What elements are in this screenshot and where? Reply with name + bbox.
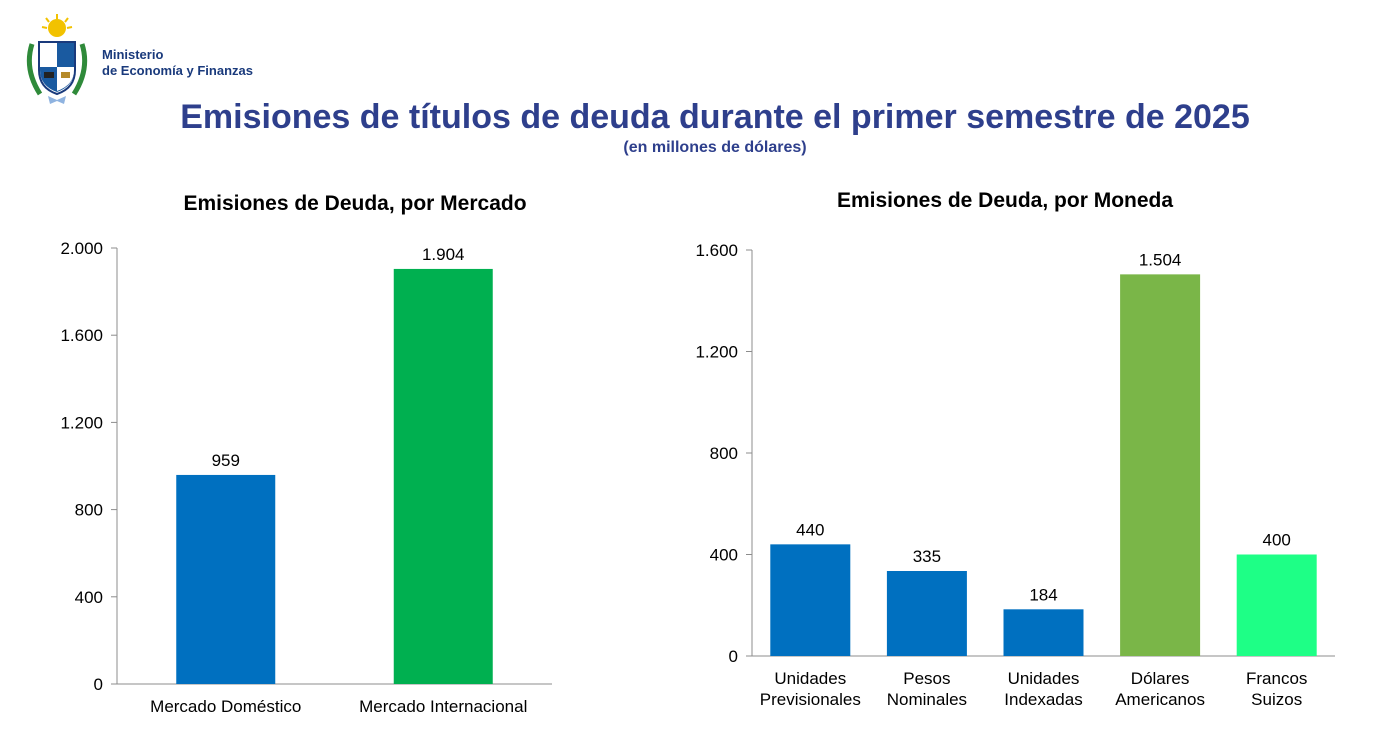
y-tick-label-mercado: 400 <box>75 588 103 607</box>
ministry-line-1: Ministerio <box>102 47 164 62</box>
y-tick-label-moneda: 400 <box>710 546 738 565</box>
bar-moneda <box>770 544 851 656</box>
category-label-line: Dólares <box>1131 669 1190 688</box>
category-label-line: Mercado Internacional <box>359 697 527 716</box>
category-label-line: Unidades <box>774 669 846 688</box>
y-tick-label-mercado: 2.000 <box>60 239 103 258</box>
y-tick-label-moneda: 0 <box>729 647 738 666</box>
ministry-logo: Ministerio de Economía y Finanzas <box>22 14 322 106</box>
category-label-mercado: Mercado Doméstico <box>150 697 301 716</box>
category-label-line: Previsionales <box>760 690 861 709</box>
coat-of-arms-icon <box>26 14 88 104</box>
category-label-line: Pesos <box>903 669 950 688</box>
y-tick-label-mercado: 1.600 <box>60 326 103 345</box>
bar-moneda <box>1120 274 1201 656</box>
category-label-mercado: Mercado Internacional <box>359 697 527 716</box>
ministry-name: Ministerio de Economía y Finanzas <box>102 47 253 79</box>
data-label-moneda: 1.504 <box>1139 250 1182 269</box>
y-tick-label-moneda: 1.600 <box>695 241 738 260</box>
bar-moneda <box>886 570 967 656</box>
category-label-moneda: Unidades Indexadas <box>1004 669 1082 709</box>
page-title: Emisiones de títulos de deuda durante el… <box>180 98 1250 136</box>
data-label-mercado: 1.904 <box>422 245 465 264</box>
category-label-moneda: Dólares Americanos <box>1115 669 1205 709</box>
y-tick-label-moneda: 800 <box>710 444 738 463</box>
y-tick-label-mercado: 800 <box>75 501 103 520</box>
data-label-mercado: 959 <box>212 451 240 470</box>
bar-mercado <box>393 268 493 684</box>
category-label-line: Francos <box>1246 669 1307 688</box>
page-subtitle: (en millones de dólares) <box>623 139 807 156</box>
category-label-moneda: Pesos Nominales <box>887 669 967 709</box>
category-label-moneda: Francos Suizos <box>1246 669 1307 709</box>
y-tick-label-mercado: 1.200 <box>60 413 103 432</box>
data-label-moneda: 184 <box>1029 585 1057 604</box>
y-tick-label-moneda: 1.200 <box>695 343 738 362</box>
chart-title-mercado: Emisiones de Deuda, por Mercado <box>183 192 527 215</box>
data-label-moneda: 400 <box>1263 531 1291 550</box>
category-label-line: Americanos <box>1115 690 1205 709</box>
data-label-moneda: 335 <box>913 547 941 566</box>
category-label-line: Suizos <box>1251 690 1302 709</box>
chart-title-moneda: Emisiones de Deuda, por Moneda <box>836 189 1174 212</box>
category-label-line: Unidades <box>1008 669 1080 688</box>
data-label-moneda: 440 <box>796 520 824 539</box>
category-label-line: Indexadas <box>1004 690 1082 709</box>
category-label-line: Nominales <box>887 690 967 709</box>
bar-mercado <box>176 474 276 684</box>
y-tick-label-mercado: 0 <box>94 675 103 694</box>
category-label-line: Mercado Doméstico <box>150 697 301 716</box>
bar-moneda <box>1003 609 1084 656</box>
ministry-line-2: de Economía y Finanzas <box>102 63 253 78</box>
category-label-moneda: Unidades Previsionales <box>760 669 861 709</box>
bar-moneda <box>1236 554 1317 656</box>
